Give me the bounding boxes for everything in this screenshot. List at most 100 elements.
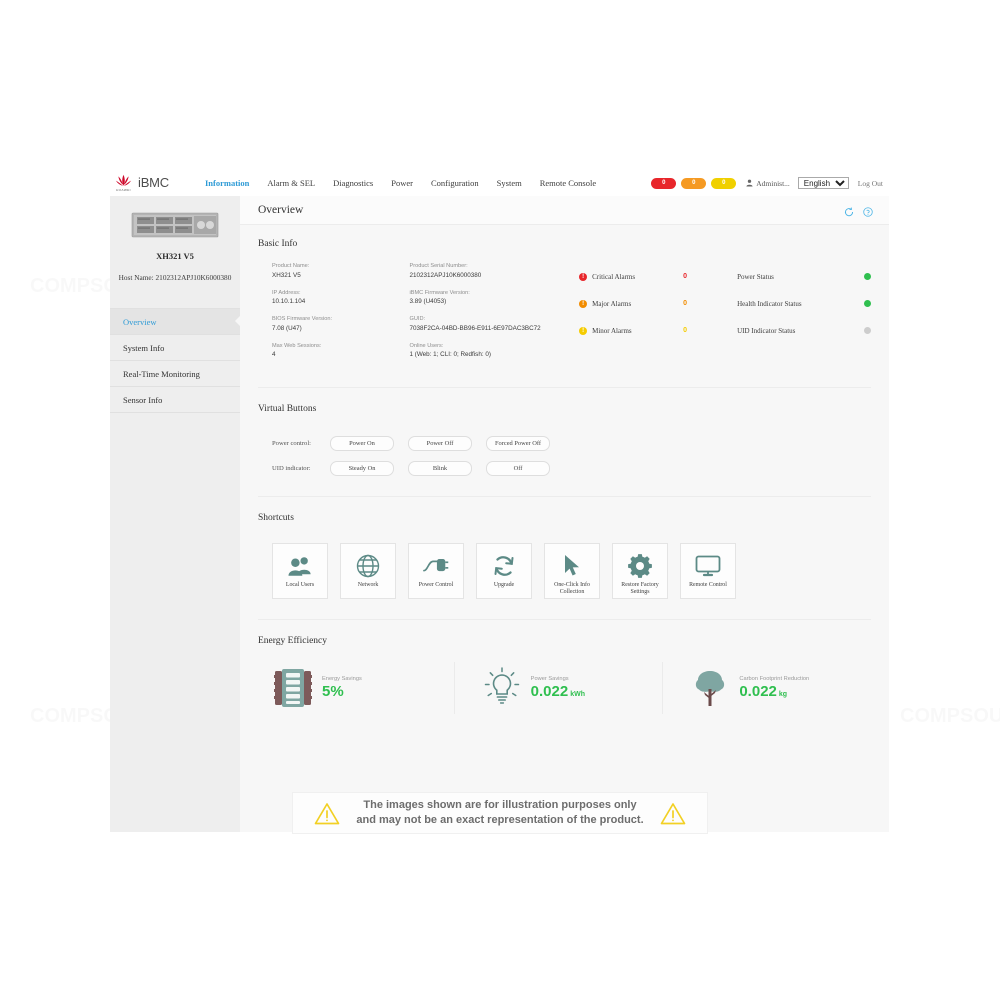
help-icon[interactable] (863, 204, 873, 217)
sidebar-item-real-time-monitoring[interactable]: Real-Time Monitoring (110, 360, 240, 386)
shortcut-upgrade[interactable]: Upgrade (476, 543, 532, 599)
language-select[interactable]: English 中文 (797, 177, 849, 189)
alarm-label: Critical Alarms (592, 272, 636, 281)
status-row-health: Health Indicator Status (737, 290, 871, 317)
status-row-uid: UID Indicator Status (737, 317, 871, 344)
field-value: 7038F2CA-04BD-BB96-E911-6E97DAC3BC72 (409, 324, 541, 332)
minor-alarm-icon: ! (579, 326, 588, 335)
nav-item-system[interactable]: System (496, 178, 522, 188)
page-header: Overview (240, 196, 889, 225)
field-online-users: Online Users: 1 (Web: 1; CLI: 0; Redfish… (410, 343, 580, 359)
shortcuts-section: Shortcuts Local Users (258, 497, 871, 599)
page-title: Overview (258, 204, 304, 216)
tree-icon (689, 666, 731, 710)
sidebar-item-overview[interactable]: Overview (110, 308, 241, 334)
status-row-power: Power Status (737, 263, 871, 290)
field-guid: GUID: 7038F2CA-04BD-BB96-E911-6E97DAC3BC… (410, 316, 580, 332)
basic-info-grid: Product Name: XH321 V5 IP Address: 10.10… (258, 263, 871, 369)
alarm-row-minor: ! Minor Alarms 0 (579, 317, 713, 344)
nav-item-power[interactable]: Power (391, 178, 413, 188)
nav-item-alarm-sel[interactable]: Alarm & SEL (267, 178, 316, 188)
uid-off-button[interactable]: Off (486, 461, 550, 476)
field-label: Product Serial Number: (409, 263, 468, 269)
field-bios-firmware-version: BIOS Firmware Version: 7.08 (U47) (272, 316, 410, 332)
status-label: Power Status (737, 272, 774, 281)
uid-indicator-row: UID indicator: Steady On Blink Off (258, 461, 871, 476)
huawei-flower-icon (115, 173, 132, 190)
virtual-buttons-title: Virtual Buttons (258, 404, 317, 414)
shortcuts-row: Local Users Network (258, 543, 871, 599)
logout-link[interactable]: Log Out (857, 178, 883, 188)
shortcut-label: Network (357, 582, 379, 588)
forced-power-off-button[interactable]: Forced Power Off (486, 436, 551, 451)
nav-item-diagnostics[interactable]: Diagnostics (333, 178, 374, 188)
shortcuts-title: Shortcuts (258, 513, 294, 523)
sidebar-item-sensor-info[interactable]: Sensor Info (110, 386, 240, 413)
field-label: Max Web Sessions: (272, 342, 322, 349)
energy-metrics-row: Energy Savings 5% (258, 662, 871, 714)
shortcut-network[interactable]: Network (340, 543, 396, 599)
huawei-wordmark: HUAWEI (116, 188, 131, 192)
critical-alarm-icon: ! (579, 272, 588, 281)
refresh-icon[interactable] (844, 204, 854, 217)
server-product-image (131, 210, 219, 240)
content-area: Overview Basic Info (240, 196, 889, 832)
basic-info-column-right: Product Serial Number: 2102312APJ10K6000… (410, 263, 580, 369)
power-status-led (863, 273, 871, 280)
badge-critical-count[interactable]: 0 (651, 177, 677, 189)
energy-metric-value: 0.022 (530, 682, 569, 700)
shortcut-label: Restore Factory Settings (621, 582, 659, 596)
left-sidebar: XH321 V5 Host Name: 2102312APJ10K6000380… (110, 196, 241, 832)
alarm-count: 0 (683, 327, 687, 334)
field-product-name: Product Name: XH321 V5 (272, 263, 410, 279)
sidebar-menu: Overview System Info Real-Time Monitorin… (110, 308, 241, 413)
energy-metric-label: Power Savings (530, 675, 569, 682)
shortcut-restore-factory-settings[interactable]: Restore Factory Settings (612, 543, 668, 599)
badge-major-count[interactable]: 0 (681, 177, 707, 189)
section-divider (258, 619, 871, 620)
banner-line-1: The images shown are for illustration pu… (363, 799, 637, 812)
shortcut-label: Local Users (285, 582, 315, 588)
field-value: 1 (Web: 1; CLI: 0; Redfish: 0) (409, 351, 491, 358)
field-label: iBMC Firmware Version: (409, 289, 470, 296)
device-host-name: Host Name: 2102312APJ10K6000380 (118, 273, 232, 282)
power-on-button[interactable]: Power On (330, 436, 394, 451)
current-user[interactable]: Administ... (746, 179, 790, 188)
user-name: Administ... (756, 178, 790, 188)
section-divider (258, 496, 871, 497)
badge-minor-count[interactable]: 0 (711, 177, 737, 189)
nav-item-configuration[interactable]: Configuration (430, 178, 479, 188)
nav-item-remote-console[interactable]: Remote Console (539, 178, 597, 188)
shortcut-label: Power Control (418, 582, 454, 588)
health-status-led (863, 300, 871, 307)
uid-steady-on-button[interactable]: Steady On (330, 461, 394, 476)
shortcut-local-users[interactable]: Local Users (272, 543, 328, 599)
alarm-row-major: ! Major Alarms 0 (579, 290, 713, 317)
uid-blink-button[interactable]: Blink (408, 461, 472, 476)
field-value: 2102312APJ10K6000380 (409, 271, 482, 279)
virtual-buttons-section: Virtual Buttons Power control: Power On … (258, 388, 871, 476)
basic-info-column-left: Product Name: XH321 V5 IP Address: 10.10… (272, 263, 410, 369)
energy-metric-value: 5% (322, 682, 344, 700)
sidebar-item-system-info[interactable]: System Info (110, 334, 240, 360)
brand-logo[interactable]: HUAWEI iBMC (115, 173, 169, 192)
power-off-button[interactable]: Power Off (408, 436, 472, 451)
banner-line-2: and may not be an exact representation o… (356, 814, 644, 826)
field-ip-address: IP Address: 10.10.1.104 (272, 290, 410, 306)
field-product-serial-number: Product Serial Number: 2102312APJ10K6000… (410, 263, 580, 279)
nav-item-information[interactable]: Information (205, 178, 250, 188)
energy-metric-unit: kg (778, 690, 788, 698)
status-indicator-column: Power Status Health Indicator Status UID… (737, 263, 871, 369)
major-alarm-icon: ! (579, 299, 588, 308)
alarm-badges: 0 0 0 (651, 177, 737, 189)
shortcut-label: Upgrade (493, 582, 515, 588)
field-ibmc-firmware-version: iBMC Firmware Version: 3.89 (U4053) (410, 290, 580, 306)
shortcut-one-click-info-collection[interactable]: One-Click Info Collection (544, 543, 600, 599)
cursor-icon (562, 553, 582, 579)
shortcut-power-control[interactable]: Power Control (408, 543, 464, 599)
server-rack-icon (272, 666, 314, 710)
energy-metric-energy-savings: Energy Savings 5% (272, 662, 454, 714)
monitor-icon (695, 553, 721, 579)
uid-indicator-label: UID indicator: (272, 465, 311, 472)
shortcut-remote-control[interactable]: Remote Control (680, 543, 736, 599)
